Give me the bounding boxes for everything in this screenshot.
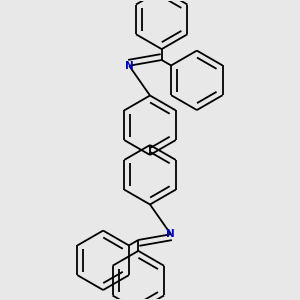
Text: N: N [125, 61, 134, 71]
Text: N: N [167, 229, 175, 239]
